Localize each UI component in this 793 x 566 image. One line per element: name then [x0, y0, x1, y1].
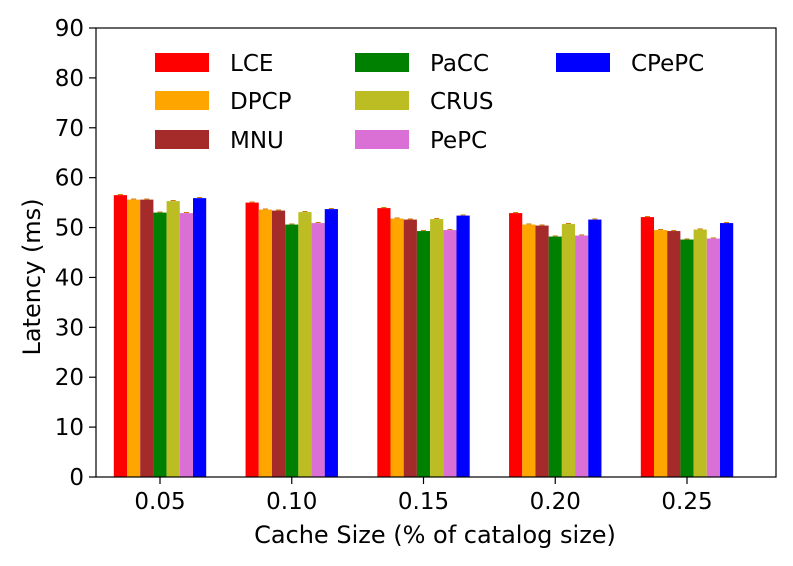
bar-cpepc-0.15	[456, 215, 470, 477]
bar-dpcp-0.25	[654, 230, 668, 477]
bar-pepc-0.25	[706, 238, 720, 477]
bar-dpcp-0.15	[390, 218, 404, 477]
bar-pepc-0.10	[311, 223, 325, 477]
y-tick-label: 10	[55, 415, 84, 441]
y-tick-label: 20	[55, 365, 84, 391]
bar-crus-0.15	[430, 219, 444, 477]
bar-pepc-0.20	[575, 235, 589, 477]
bar-pacc-0.05	[153, 212, 167, 477]
bar-mnu-0.10	[271, 210, 286, 477]
y-tick-label: 60	[55, 166, 84, 192]
bar-pacc-0.15	[416, 231, 431, 477]
legend: LCE DPCP MNU PaCC CRUS PePC CPePC	[155, 51, 704, 154]
bar-cpepc-0.10	[324, 209, 338, 477]
plot-frame	[95, 27, 777, 478]
bar-lce-0.25	[640, 217, 654, 477]
x-tick-label: 0.25	[661, 489, 712, 515]
bar-dpcp-0.20	[522, 224, 536, 477]
legend-label-lce: LCE	[230, 51, 273, 77]
bar-crus-0.05	[166, 201, 180, 478]
legend-swatch-mnu	[155, 130, 209, 149]
legend-swatch-pacc	[355, 53, 409, 72]
y-tick-label: 50	[55, 216, 84, 242]
bar-lce-0.05	[113, 195, 127, 477]
bar-mnu-0.25	[667, 231, 681, 477]
bar-dpcp-0.05	[127, 199, 141, 477]
legend-swatch-crus	[355, 91, 409, 110]
bar-crus-0.10	[298, 212, 312, 477]
bar-lce-0.10	[245, 202, 259, 478]
legend-swatch-dpcp	[155, 91, 209, 110]
legend-swatch-lce	[155, 53, 209, 72]
x-tick-label: 0.10	[266, 489, 317, 515]
bar-mnu-0.15	[403, 219, 417, 477]
axes-layer: 0 10 20 30 40 50 60 70 80 90 0.05 0.10 0.15 0.20 0.25	[55, 16, 777, 515]
y-tick-label: 90	[55, 16, 84, 42]
bar-dpcp-0.10	[258, 209, 272, 477]
bar-cpepc-0.25	[720, 223, 734, 477]
legend-label-pacc: PaCC	[430, 51, 489, 77]
bar-pepc-0.15	[443, 230, 457, 477]
legend-label-crus: CRUS	[430, 89, 493, 115]
legend-label-mnu: MNU	[230, 128, 284, 154]
bar-cpepc-0.05	[193, 198, 207, 477]
legend-label-cpepc: CPePC	[631, 51, 704, 77]
bar-lce-0.15	[377, 208, 391, 477]
legend-label-dpcp: DPCP	[230, 89, 292, 115]
bar-lce-0.20	[509, 213, 523, 477]
y-axis-label: Latency (ms)	[18, 198, 46, 355]
bar-pacc-0.20	[548, 236, 562, 477]
x-axis-label: Cache Size (% of catalog size)	[254, 521, 616, 549]
y-tick-label: 80	[55, 66, 84, 92]
x-tick-label: 0.15	[398, 489, 449, 515]
y-tick-label: 40	[55, 265, 84, 291]
x-tick-label: 0.20	[530, 489, 581, 515]
bars-layer	[113, 194, 734, 478]
bar-crus-0.20	[561, 224, 576, 477]
bar-pepc-0.05	[179, 213, 193, 477]
legend-swatch-pepc	[355, 130, 409, 149]
bar-pacc-0.25	[680, 239, 694, 477]
legend-label-pepc: PePC	[430, 128, 487, 154]
y-tick-label: 30	[55, 315, 84, 341]
bar-mnu-0.05	[140, 199, 154, 477]
bar-crus-0.25	[693, 229, 707, 477]
bar-pacc-0.10	[285, 224, 299, 477]
bar-mnu-0.20	[535, 225, 549, 477]
y-tick-label: 70	[55, 116, 84, 142]
x-tick-label: 0.05	[134, 489, 185, 515]
y-tick-label: 0	[69, 465, 84, 491]
bar-cpepc-0.20	[588, 219, 602, 477]
legend-swatch-cpepc	[556, 53, 610, 72]
